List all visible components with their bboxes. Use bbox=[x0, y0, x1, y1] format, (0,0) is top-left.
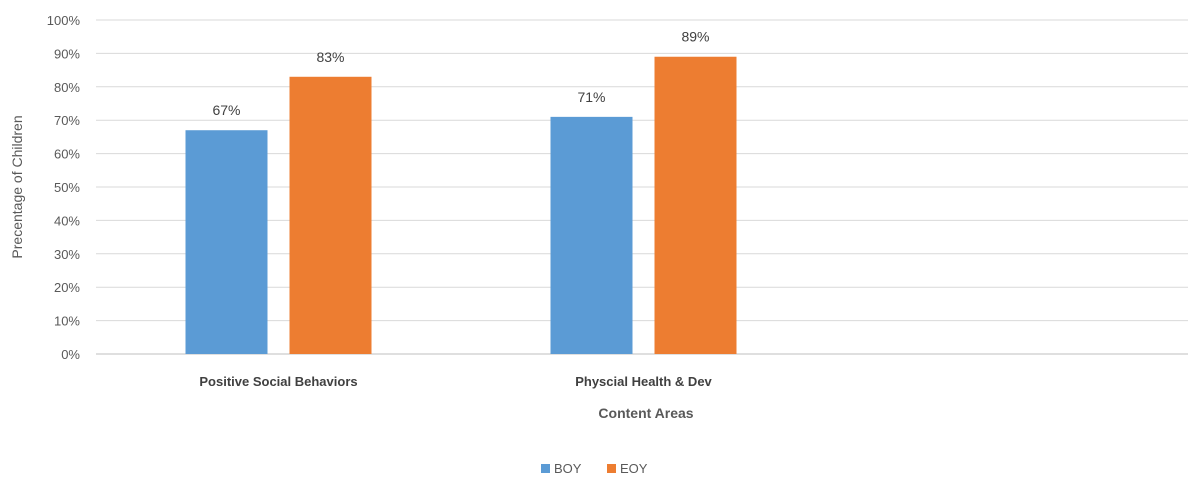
x-category-label: Physcial Health & Dev bbox=[575, 374, 712, 389]
x-category-label: Positive Social Behaviors bbox=[199, 374, 357, 389]
y-tick-label: 90% bbox=[54, 46, 80, 61]
y-tick-label: 80% bbox=[54, 80, 80, 95]
data-label: 67% bbox=[212, 102, 240, 118]
y-axis-title: Precentage of Children bbox=[9, 115, 25, 258]
y-axis-ticks: 0% 10% 20% 30% 40% 50% 60% 70% 80% 90% 100% bbox=[47, 13, 81, 362]
y-tick-label: 100% bbox=[47, 13, 81, 28]
y-tick-label: 30% bbox=[54, 247, 80, 262]
bar-boy-2 bbox=[550, 116, 633, 354]
data-label: 83% bbox=[316, 49, 344, 65]
legend-label-boy: BOY bbox=[554, 461, 582, 476]
y-tick-label: 60% bbox=[54, 147, 80, 162]
data-label: 89% bbox=[681, 29, 709, 45]
y-tick-label: 0% bbox=[61, 347, 80, 362]
y-tick-label: 40% bbox=[54, 213, 80, 228]
y-tick-label: 70% bbox=[54, 113, 80, 128]
legend-swatch-boy bbox=[541, 464, 550, 473]
x-axis-title: Content Areas bbox=[598, 405, 693, 421]
bars bbox=[185, 56, 737, 355]
data-label: 71% bbox=[577, 89, 605, 105]
y-tick-label: 50% bbox=[54, 180, 80, 195]
x-axis-categories: Positive Social Behaviors Physcial Health… bbox=[199, 374, 712, 389]
data-labels: 67% 83% 71% 89% bbox=[212, 29, 709, 118]
gridlines bbox=[96, 19, 1188, 355]
bar-eoy-1 bbox=[289, 76, 372, 354]
y-tick-label: 10% bbox=[54, 314, 80, 329]
legend: BOY EOY bbox=[541, 461, 648, 476]
bar-boy-1 bbox=[185, 130, 268, 354]
legend-swatch-eoy bbox=[607, 464, 616, 473]
bar-eoy-2 bbox=[654, 56, 737, 355]
legend-label-eoy: EOY bbox=[620, 461, 648, 476]
y-tick-label: 20% bbox=[54, 280, 80, 295]
